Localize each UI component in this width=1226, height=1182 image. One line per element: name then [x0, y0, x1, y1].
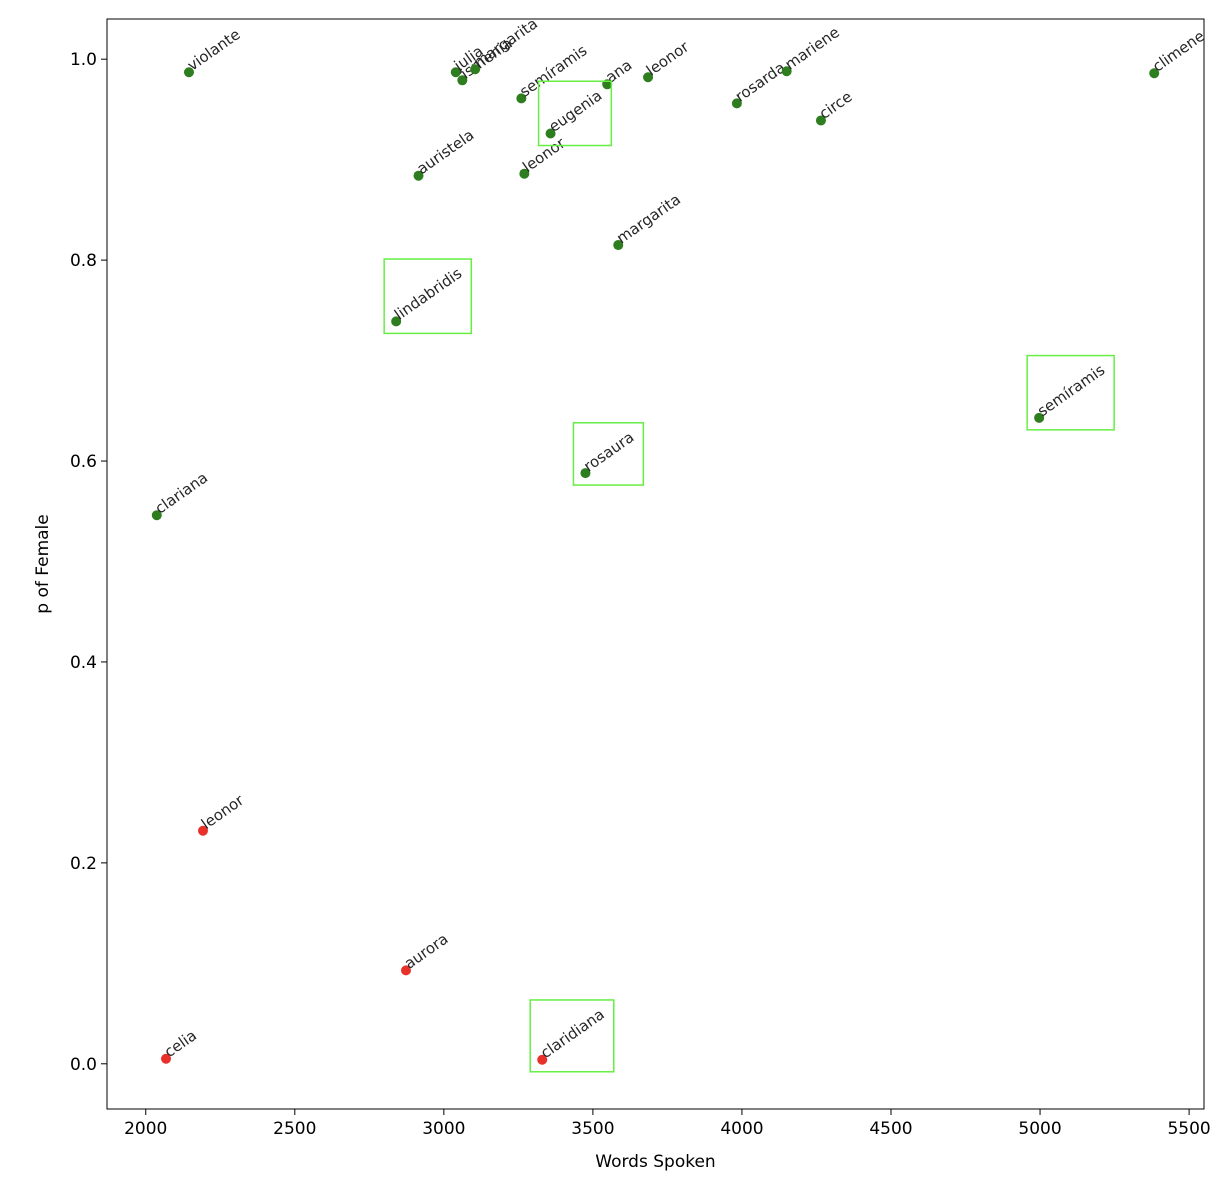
data-point	[516, 93, 527, 104]
point-label: circe	[816, 88, 856, 123]
point-label: aurora	[401, 930, 452, 973]
point-label: leonor	[643, 37, 693, 79]
data-point	[391, 316, 402, 327]
data-point	[519, 168, 530, 179]
data-point	[580, 468, 591, 479]
x-axis-label: Words Spoken	[595, 1152, 715, 1172]
point-label: leonor	[519, 134, 569, 176]
point-label: rosarda	[732, 58, 789, 105]
point-label: rosaura	[580, 428, 637, 475]
data-point	[613, 240, 624, 251]
x-tick-label: 2500	[273, 1119, 316, 1139]
highlight-box	[383, 258, 473, 335]
point-label: semíramis	[1034, 361, 1108, 420]
point-label: margarita	[613, 190, 684, 247]
data-point	[450, 67, 461, 78]
point-label: climene	[1149, 27, 1208, 76]
x-tick-label: 3000	[422, 1119, 465, 1139]
data-point	[545, 128, 556, 139]
data-point	[537, 1054, 548, 1065]
y-tick-label: 0.4	[70, 653, 97, 673]
highlight-box	[1026, 354, 1115, 431]
y-tick-label: 0.2	[70, 854, 97, 874]
y-tick-label: 0.6	[70, 452, 97, 472]
x-tick-label: 2000	[124, 1119, 167, 1139]
point-label: auristela	[413, 126, 477, 178]
data-point	[161, 1053, 172, 1064]
data-point	[151, 510, 162, 521]
x-tick-label: 4500	[869, 1119, 912, 1139]
point-label: mariene	[782, 23, 843, 73]
point-label: semíramis	[516, 41, 590, 100]
point-label: celia	[161, 1026, 200, 1061]
data-point	[731, 98, 742, 109]
x-tick-label: 5500	[1167, 1119, 1210, 1139]
data-point	[643, 72, 654, 83]
highlight-box	[572, 422, 645, 486]
x-tick-label: 3500	[571, 1119, 614, 1139]
highlight-box	[537, 80, 613, 147]
plot-frame	[106, 18, 1205, 1110]
data-point	[470, 64, 481, 75]
data-point	[413, 170, 424, 181]
y-tick-label: 1.0	[70, 50, 97, 70]
data-point	[815, 115, 826, 126]
point-label: margarita	[470, 14, 541, 71]
point-label: leonor	[198, 791, 248, 833]
data-point	[400, 965, 411, 976]
y-tick-label: 0.0	[70, 1055, 97, 1075]
x-tick-label: 5000	[1018, 1119, 1061, 1139]
data-point	[457, 75, 468, 86]
plot-area: 2000 2500 3000 3500 4000 4500 5000 5500 0.0 0.2 0.…	[33, 14, 1211, 1172]
data-point	[781, 66, 792, 77]
data-point	[1034, 412, 1045, 423]
point-label: lindabridis	[391, 264, 465, 324]
data-point	[197, 825, 208, 836]
x-tick-label: 4000	[720, 1119, 763, 1139]
data-point	[183, 67, 194, 78]
point-label: claridiana	[537, 1005, 608, 1062]
y-axis-label: p of Female	[33, 514, 53, 613]
data-point	[1149, 68, 1160, 79]
y-tick-label: 0.8	[70, 251, 97, 271]
point-label: violante	[184, 25, 244, 74]
point-label: eugenia	[546, 86, 606, 135]
highlight-box	[529, 999, 615, 1073]
point-label: clariana	[152, 468, 211, 517]
